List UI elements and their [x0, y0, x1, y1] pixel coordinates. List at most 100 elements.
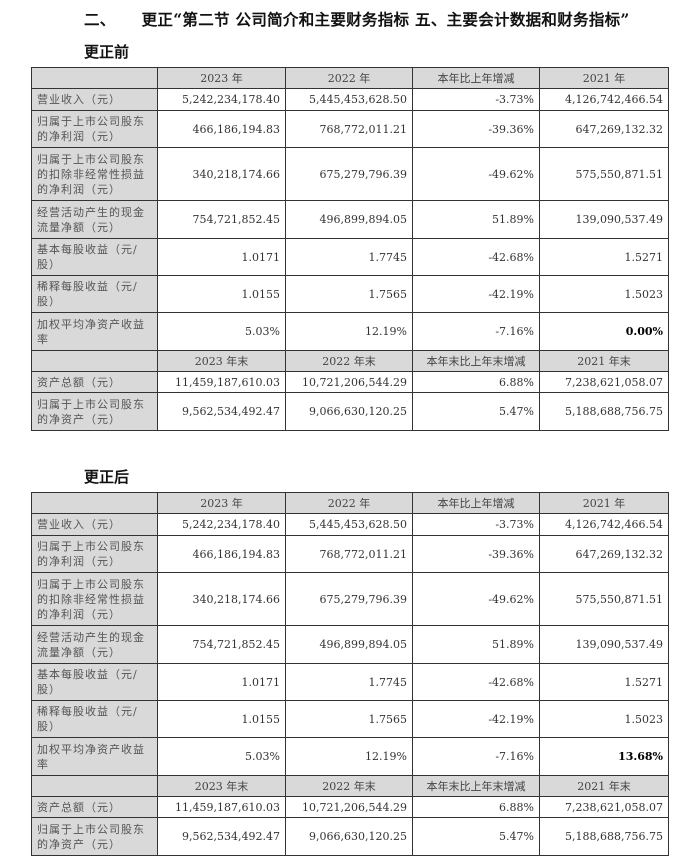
table-title-after: 更正后 — [84, 468, 130, 486]
cell-value: -7.16% — [412, 312, 540, 351]
row-label: 归属于上市公司股东的净资产（元） — [31, 817, 158, 856]
column-header: 2021 年 — [539, 492, 669, 514]
cell-value: 139,090,537.49 — [539, 200, 669, 239]
row-label: 稀释每股收益（元/股） — [31, 275, 158, 313]
table-header-row: 2023 年末 2022 年末 本年末比上年末增减 2021 年末 — [31, 775, 669, 797]
cell-value: 10,721,206,544.29 — [285, 371, 413, 393]
cell-value: 5,242,234,178.40 — [157, 88, 286, 111]
table-row: 归属于上市公司股东的扣除非经常性损益的净利润（元） 340,218,174.66 6… — [31, 147, 669, 201]
cell-value: 9,562,534,492.47 — [157, 817, 286, 856]
table-row: 加权平均净资产收益率 5.03% 12.19% -7.16% 0.00% — [31, 312, 669, 351]
cell-value: 675,279,796.39 — [285, 147, 413, 201]
column-header: 2021 年末 — [539, 775, 669, 797]
cell-value: 7,238,621,058.07 — [539, 796, 669, 818]
column-header: 本年比上年增减 — [412, 67, 540, 89]
cell-value: 12.19% — [285, 312, 413, 351]
cell-value: -39.36% — [412, 110, 540, 148]
table-header-row: 2023 年 2022 年本年比上年增减 2021 年 — [31, 67, 669, 89]
row-label: 营业收入（元） — [31, 88, 158, 111]
cell-value: 0.00% — [539, 312, 669, 351]
cell-value: 1.7565 — [285, 700, 413, 738]
cell-value: 675,279,796.39 — [285, 572, 413, 626]
cell-value: -42.68% — [412, 663, 540, 701]
cell-value: 5,445,453,628.50 — [285, 88, 413, 111]
cell-value: 496,899,894.05 — [285, 625, 413, 664]
cell-value: 11,459,187,610.03 — [157, 796, 286, 818]
column-header: 2021 年末 — [539, 350, 669, 372]
table-row: 基本每股收益（元/股） 1.0171 1.7745 -42.68% 1.5271 — [31, 663, 669, 701]
cell-value: 575,550,871.51 — [539, 147, 669, 201]
table-row: 归属于上市公司股东的净利润（元） 466,186,194.83 768,772,01… — [31, 110, 669, 148]
cell-value: 647,269,132.32 — [539, 535, 669, 573]
cell-value: 10,721,206,544.29 — [285, 796, 413, 818]
cell-value: 5,188,688,756.75 — [539, 817, 669, 856]
column-header: 2023 年末 — [157, 350, 286, 372]
cell-value: 1.7745 — [285, 238, 413, 276]
cell-value: 340,218,174.66 — [157, 147, 286, 201]
row-label: 经营活动产生的现金流量净额（元） — [31, 625, 158, 664]
cell-value: 1.0171 — [157, 663, 286, 701]
row-label: 经营活动产生的现金流量净额（元） — [31, 200, 158, 239]
table-row: 经营活动产生的现金流量净额（元） 754,721,852.45 496,899,89… — [31, 625, 669, 664]
row-label: 基本每股收益（元/股） — [31, 238, 158, 276]
table-row: 归属于上市公司股东的净资产（元） 9,562,534,492.47 9,066,63… — [31, 392, 669, 431]
column-header — [31, 775, 158, 797]
cell-value: 768,772,011.21 — [285, 535, 413, 573]
column-header — [31, 492, 158, 514]
column-header: 2021 年 — [539, 67, 669, 89]
cell-value: 5,445,453,628.50 — [285, 513, 413, 536]
financial-table-after: 2023 年 2022 年本年比上年增减 2021 年营业收入（元） 5,242,23… — [31, 492, 669, 856]
column-header: 2023 年 — [157, 67, 286, 89]
cell-value: 340,218,174.66 — [157, 572, 286, 626]
cell-value: 5.03% — [157, 312, 286, 351]
table-row: 稀释每股收益（元/股） 1.0155 1.7565 -42.19% 1.5023 — [31, 700, 669, 738]
table-header-row: 2023 年末 2022 年末 本年末比上年末增减 2021 年末 — [31, 350, 669, 372]
column-header: 2022 年 — [285, 67, 413, 89]
cell-value: -42.19% — [412, 700, 540, 738]
section-heading: 二、 更正“第二节 公司简介和主要财务指标 五、主要会计数据和财务指标” — [84, 8, 630, 30]
section-title: 更正“第二节 公司简介和主要财务指标 五、主要会计数据和财务指标” — [141, 10, 630, 29]
cell-value: 12.19% — [285, 737, 413, 776]
financial-table-before: 2023 年 2022 年本年比上年增减 2021 年营业收入（元） 5,242,23… — [31, 67, 669, 431]
cell-value: 13.68% — [539, 737, 669, 776]
cell-value: 6.88% — [412, 371, 540, 393]
column-header: 2023 年末 — [157, 775, 286, 797]
row-label: 基本每股收益（元/股） — [31, 663, 158, 701]
cell-value: 6.88% — [412, 796, 540, 818]
row-label: 加权平均净资产收益率 — [31, 737, 158, 776]
cell-value: -49.62% — [412, 572, 540, 626]
cell-value: 1.5023 — [539, 275, 669, 313]
cell-value: 139,090,537.49 — [539, 625, 669, 664]
table-row: 资产总额（元） 11,459,187,610.03 10,721,206,544.2… — [31, 371, 669, 393]
cell-value: 5.47% — [412, 392, 540, 431]
cell-value: 9,066,630,120.25 — [285, 392, 413, 431]
row-label: 归属于上市公司股东的净利润（元） — [31, 110, 158, 148]
cell-value: 1.5271 — [539, 663, 669, 701]
row-label: 归属于上市公司股东的净资产（元） — [31, 392, 158, 431]
column-header: 2022 年末 — [285, 350, 413, 372]
column-header: 本年末比上年末增减 — [412, 775, 540, 797]
table-row: 营业收入（元） 5,242,234,178.40 5,445,453,628.50-… — [31, 88, 669, 111]
row-label: 稀释每股收益（元/股） — [31, 700, 158, 738]
cell-value: 1.5271 — [539, 238, 669, 276]
cell-value: 5.03% — [157, 737, 286, 776]
cell-value: -39.36% — [412, 535, 540, 573]
cell-value: 1.7745 — [285, 663, 413, 701]
table-row: 加权平均净资产收益率 5.03% 12.19% -7.16% 13.68% — [31, 737, 669, 776]
cell-value: 5.47% — [412, 817, 540, 856]
column-header: 2022 年 — [285, 492, 413, 514]
column-header: 2023 年 — [157, 492, 286, 514]
cell-value: 5,242,234,178.40 — [157, 513, 286, 536]
cell-value: 754,721,852.45 — [157, 200, 286, 239]
table-title-before: 更正前 — [84, 43, 130, 61]
cell-value: 496,899,894.05 — [285, 200, 413, 239]
row-label: 资产总额（元） — [31, 796, 158, 818]
cell-value: 51.89% — [412, 200, 540, 239]
row-label: 归属于上市公司股东的扣除非经常性损益的净利润（元） — [31, 572, 158, 626]
table-row: 归属于上市公司股东的扣除非经常性损益的净利润（元） 340,218,174.66 6… — [31, 572, 669, 626]
cell-value: 4,126,742,466.54 — [539, 513, 669, 536]
table-row: 稀释每股收益（元/股） 1.0155 1.7565 -42.19% 1.5023 — [31, 275, 669, 313]
column-header: 2022 年末 — [285, 775, 413, 797]
cell-value: 1.0155 — [157, 700, 286, 738]
row-label: 加权平均净资产收益率 — [31, 312, 158, 351]
